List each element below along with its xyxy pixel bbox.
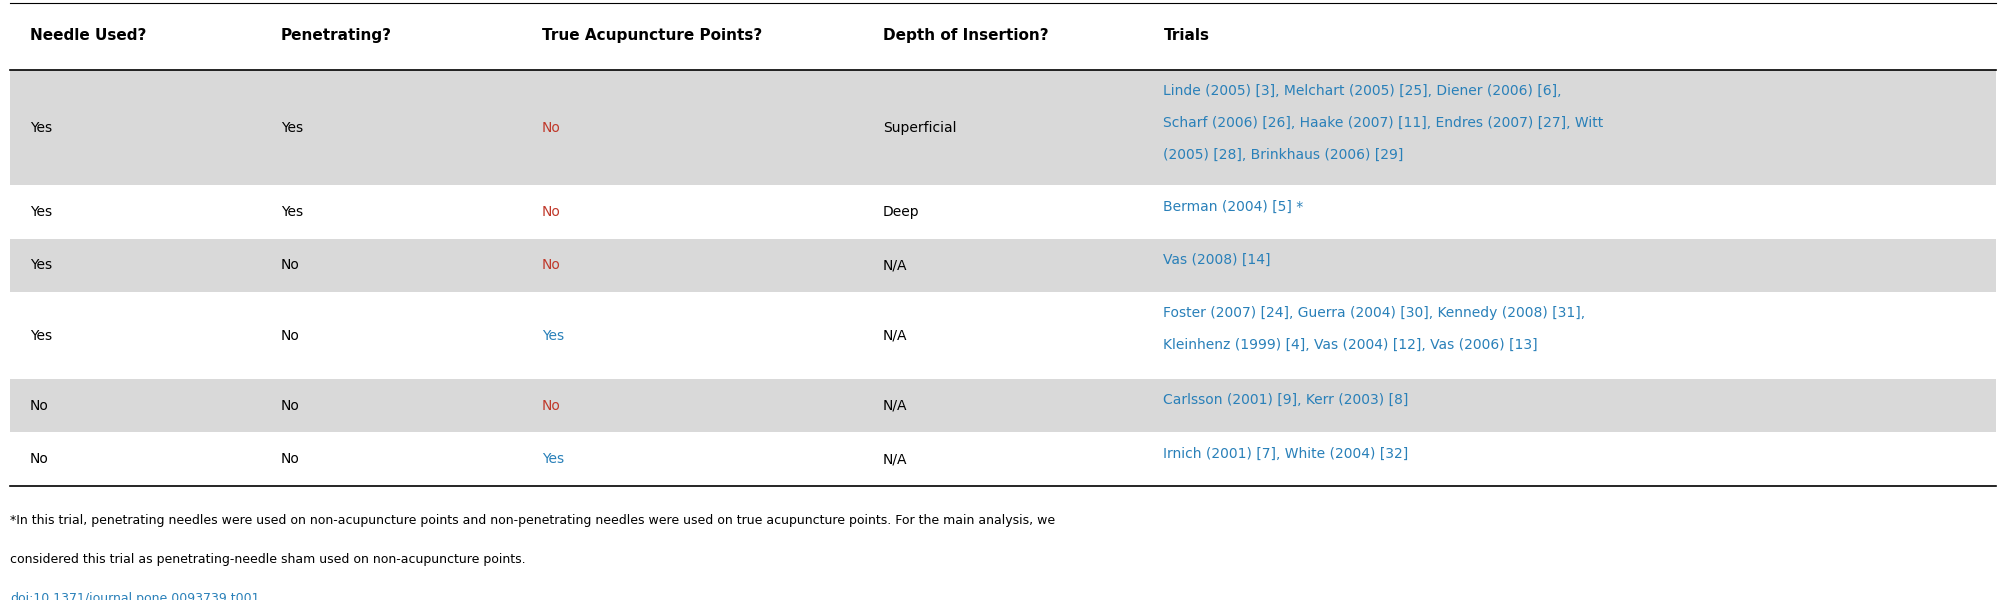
Text: Yes: Yes [281,121,303,135]
Text: No: No [281,452,299,466]
Text: True Acupuncture Points?: True Acupuncture Points? [541,28,762,43]
Text: N/A: N/A [882,259,906,272]
Text: *In this trial, penetrating needles were used on non-acupuncture points and non-: *In this trial, penetrating needles were… [10,514,1055,527]
Text: No: No [541,259,559,272]
Text: N/A: N/A [882,399,906,413]
FancyBboxPatch shape [10,292,1995,379]
Text: Carlsson (2001) [9], Kerr (2003) [8]: Carlsson (2001) [9], Kerr (2003) [8] [1163,393,1408,407]
Text: No: No [541,399,559,413]
Text: Penetrating?: Penetrating? [281,28,391,43]
Text: considered this trial as penetrating-needle sham used on non-acupuncture points.: considered this trial as penetrating-nee… [10,553,525,566]
Text: No: No [281,399,299,413]
Text: Yes: Yes [30,205,52,219]
Text: No: No [281,259,299,272]
Text: Yes: Yes [281,205,303,219]
Text: Foster (2007) [24], Guerra (2004) [30], Kennedy (2008) [31],: Foster (2007) [24], Guerra (2004) [30], … [1163,306,1584,320]
Text: doi:10.1371/journal.pone.0093739.t001: doi:10.1371/journal.pone.0093739.t001 [10,592,259,600]
Text: Linde (2005) [3], Melchart (2005) [25], Diener (2006) [6],: Linde (2005) [3], Melchart (2005) [25], … [1163,84,1562,98]
Text: Yes: Yes [30,259,52,272]
Text: No: No [30,452,48,466]
Text: N/A: N/A [882,329,906,343]
Text: No: No [541,205,559,219]
Text: Irnich (2001) [7], White (2004) [32]: Irnich (2001) [7], White (2004) [32] [1163,446,1408,460]
Text: N/A: N/A [882,452,906,466]
FancyBboxPatch shape [10,239,1995,292]
Text: Kleinhenz (1999) [4], Vas (2004) [12], Vas (2006) [13]: Kleinhenz (1999) [4], Vas (2004) [12], V… [1163,338,1538,352]
Text: Yes: Yes [30,121,52,135]
Text: No: No [541,121,559,135]
Text: Scharf (2006) [26], Haake (2007) [11], Endres (2007) [27], Witt: Scharf (2006) [26], Haake (2007) [11], E… [1163,116,1602,130]
Text: Yes: Yes [541,452,563,466]
Text: (2005) [28], Brinkhaus (2006) [29]: (2005) [28], Brinkhaus (2006) [29] [1163,148,1403,162]
Text: Yes: Yes [30,329,52,343]
Text: No: No [30,399,48,413]
FancyBboxPatch shape [10,70,1995,185]
Text: Vas (2008) [14]: Vas (2008) [14] [1163,253,1271,267]
Text: Depth of Insertion?: Depth of Insertion? [882,28,1049,43]
Text: Needle Used?: Needle Used? [30,28,146,43]
FancyBboxPatch shape [10,433,1995,486]
Text: Berman (2004) [5] *: Berman (2004) [5] * [1163,199,1303,214]
Text: Superficial: Superficial [882,121,956,135]
Text: Trials: Trials [1163,28,1209,43]
Text: Deep: Deep [882,205,918,219]
Text: Yes: Yes [541,329,563,343]
FancyBboxPatch shape [10,379,1995,433]
Text: No: No [281,329,299,343]
FancyBboxPatch shape [10,185,1995,239]
